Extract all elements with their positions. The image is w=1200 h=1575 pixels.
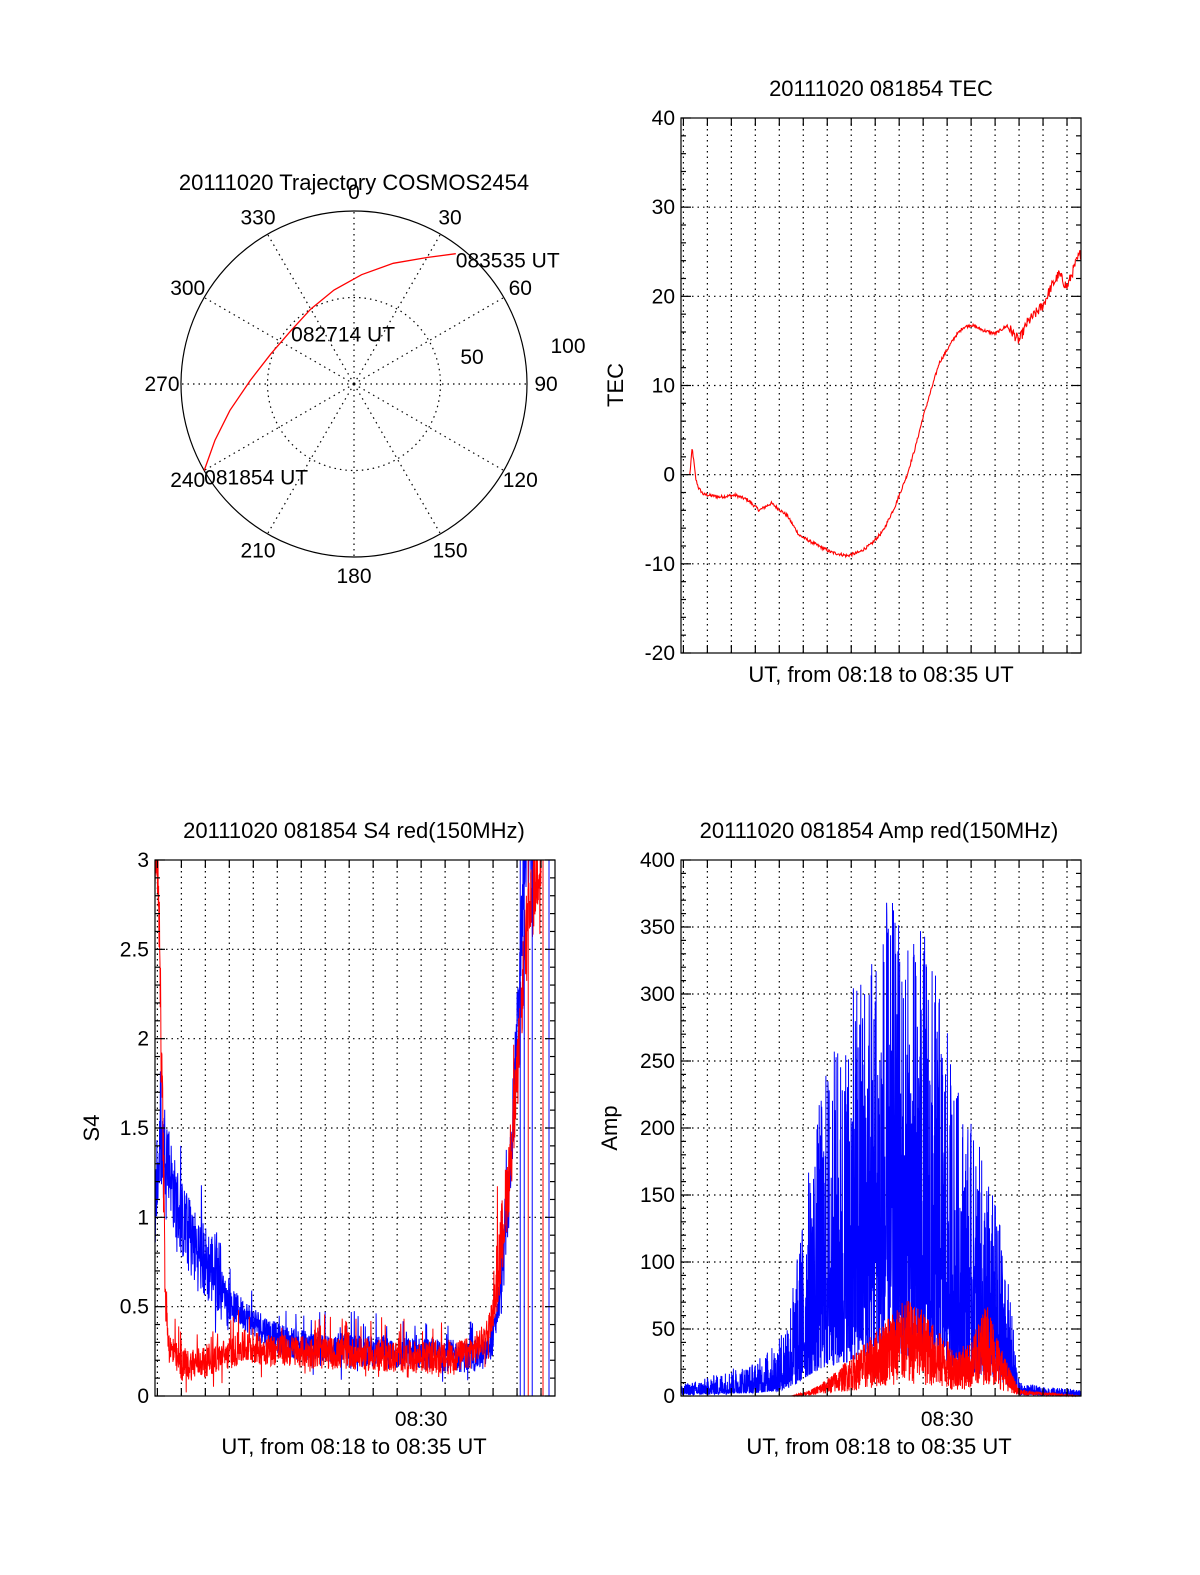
s4-ticks: 0 0.5 1 1.5 2 2.5 3 08:30 <box>120 849 555 1431</box>
y-tick-label: 150 <box>640 1184 675 1207</box>
polar-outer-ring <box>180 210 528 558</box>
y-tick-label: 2 <box>137 1028 149 1051</box>
polar-angle-label: 330 <box>240 207 275 230</box>
y-tick-label: 100 <box>640 1251 675 1274</box>
trajectory-polar-plot: 20111020 Trajectory COSMOS2454 0 30 60 90 12… <box>144 170 585 588</box>
tec-grid <box>681 118 1081 653</box>
polar-angle-label: 30 <box>438 207 461 230</box>
s4-plot: 20111020 081854 S4 red(150MHz) 0 0.5 1 1.5 2… <box>79 818 556 1459</box>
y-tick-label: 300 <box>640 983 675 1006</box>
polar-angle-label: 150 <box>432 539 467 562</box>
polar-spoke <box>353 383 505 472</box>
polar-angle-label: 120 <box>503 469 538 492</box>
tec-series <box>689 249 1082 559</box>
y-tick-label: 30 <box>652 196 675 219</box>
polar-radial-label: 50 <box>460 346 483 369</box>
amp-grid <box>681 860 1081 1396</box>
tec-ticks: -20 -10 0 10 20 30 40 <box>645 107 1081 665</box>
y-tick-label: 3 <box>137 849 149 872</box>
s4-series <box>155 860 550 1396</box>
y-tick-label: 250 <box>640 1050 675 1073</box>
tec-ylabel: TEC <box>603 363 628 407</box>
y-tick-label: 40 <box>652 107 675 130</box>
polar-angle-label: 270 <box>144 373 179 396</box>
amp-title: 20111020 081854 Amp red(150MHz) <box>700 818 1059 843</box>
s4-xlabel: UT, from 08:18 to 08:35 UT <box>221 1434 486 1459</box>
y-tick-label: 1.5 <box>120 1117 149 1140</box>
s4-title: 20111020 081854 S4 red(150MHz) <box>183 818 525 843</box>
y-tick-label: 0.5 <box>120 1296 149 1319</box>
y-tick-label: 350 <box>640 916 675 939</box>
y-tick-label: 10 <box>652 375 675 398</box>
amp-xlabel: UT, from 08:18 to 08:35 UT <box>746 1434 1011 1459</box>
x-tick-label: 08:30 <box>921 1408 974 1431</box>
y-tick-label: -20 <box>645 642 675 665</box>
y-tick-label: 0 <box>137 1385 149 1408</box>
amp-series <box>680 902 1082 1398</box>
y-tick-label: 20 <box>652 285 675 308</box>
polar-grid <box>181 211 527 557</box>
y-tick-label: 0 <box>663 464 675 487</box>
polar-angle-label: 90 <box>534 373 557 396</box>
y-tick-label: 0 <box>663 1385 675 1408</box>
polar-angle-label: 60 <box>509 277 532 300</box>
polar-spoke <box>203 383 355 472</box>
polar-spoke <box>353 233 442 385</box>
polar-radial-label: 100 <box>550 335 585 358</box>
polar-spoke <box>266 383 355 535</box>
amp-line-blue <box>680 902 1082 1398</box>
polar-angle-label: 0 <box>348 181 360 204</box>
s4-grid <box>155 860 555 1396</box>
polar-annotations: 081854 UT 082714 UT 083535 UT <box>204 250 560 490</box>
trajectory-line <box>203 253 456 471</box>
polar-ring-inner <box>266 296 442 472</box>
tec-line <box>689 249 1082 559</box>
tec-xlabel: UT, from 08:18 to 08:35 UT <box>748 662 1013 687</box>
polar-trajectory <box>203 253 456 471</box>
polar-spoke <box>353 296 505 385</box>
polar-spoke <box>266 233 355 385</box>
amp-plot: 20111020 081854 Amp red(150MHz) 0 50 100 15… <box>597 818 1082 1459</box>
polar-angle-label: 210 <box>240 539 275 562</box>
s4-line-blue <box>155 860 534 1382</box>
trajectory-title: 20111020 Trajectory COSMOS2454 <box>179 170 529 195</box>
s4-ylabel: S4 <box>79 1115 104 1142</box>
polar-spoke <box>353 383 442 535</box>
polar-radial-labels: 50 100 <box>460 335 585 369</box>
y-tick-label: 1 <box>137 1206 149 1229</box>
polar-spoke <box>203 296 355 385</box>
trajectory-time-label: 083535 UT <box>456 250 560 273</box>
y-tick-label: 400 <box>640 849 675 872</box>
polar-angle-labels: 0 30 60 90 120 150 180 210 240 270 300 330 <box>144 181 557 588</box>
trajectory-time-label: 081854 UT <box>204 467 308 490</box>
y-tick-label: 200 <box>640 1117 675 1140</box>
y-tick-label: -10 <box>645 553 675 576</box>
amp-ylabel: Amp <box>597 1105 622 1150</box>
trajectory-time-label: 082714 UT <box>291 323 395 346</box>
amp-ticks: 0 50 100 150 200 250 300 350 400 08:30 <box>640 849 1081 1431</box>
y-tick-label: 50 <box>652 1318 675 1341</box>
y-tick-label: 2.5 <box>120 938 149 961</box>
x-tick-label: 08:30 <box>395 1408 448 1431</box>
polar-angle-label: 240 <box>170 469 205 492</box>
polar-angle-label: 300 <box>170 277 205 300</box>
polar-angle-label: 180 <box>336 565 371 588</box>
tec-frame <box>680 117 1082 654</box>
s4-line-red <box>155 860 542 1393</box>
tec-title: 20111020 081854 TEC <box>769 76 993 101</box>
